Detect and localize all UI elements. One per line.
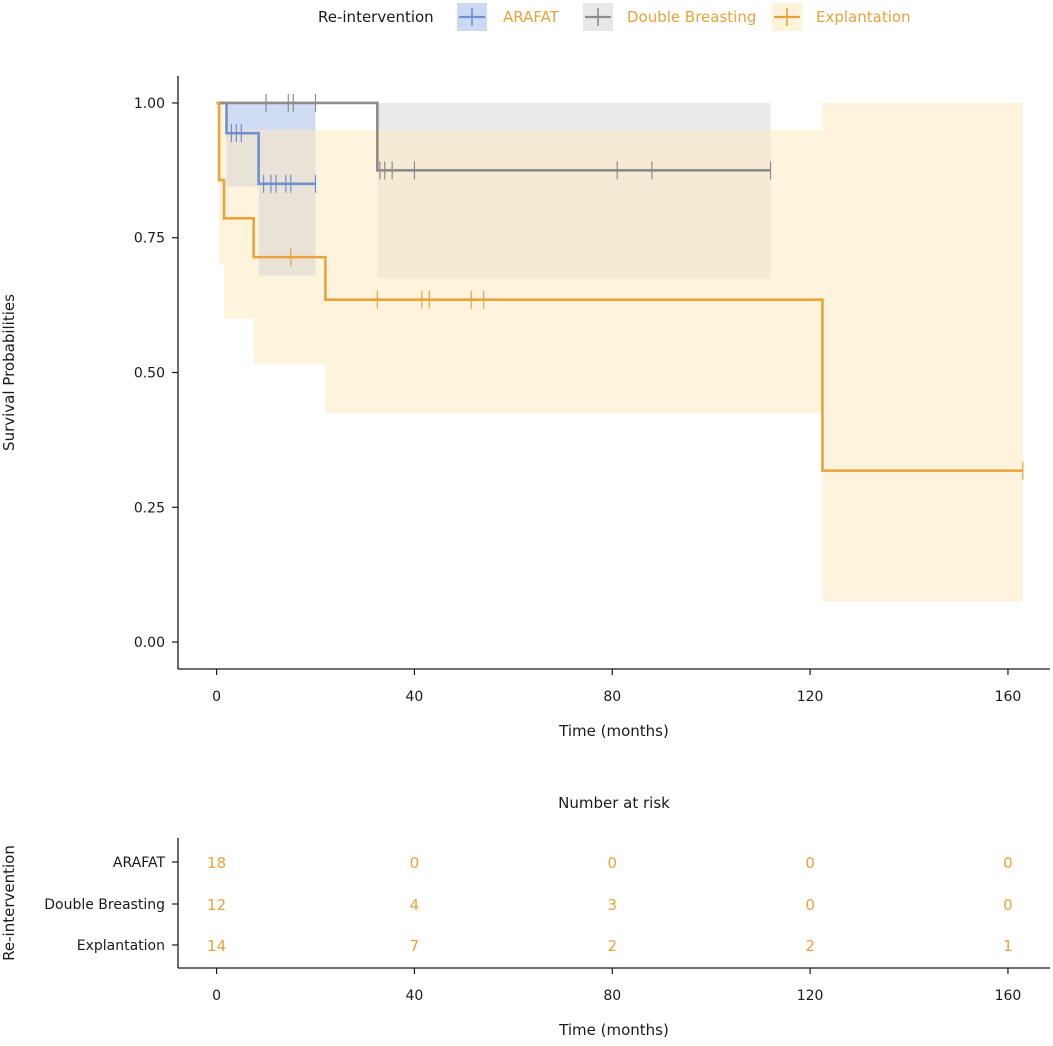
survival-plot: 0.00 0.25 0.50 0.75 1.00 0 40 80 120 160 Time (mon… (0, 76, 1050, 740)
x-tick-label: 0 (212, 689, 221, 705)
y-tick-label: 0.75 (134, 231, 165, 247)
risk-row-label: ARAFAT (113, 855, 166, 871)
y-tick-label: 0.00 (134, 635, 165, 651)
risk-x-tick-label: 120 (797, 988, 824, 1004)
risk-count: 0 (1003, 896, 1013, 914)
x-tick-label: 120 (797, 689, 824, 705)
risk-row-label: Explantation (77, 938, 165, 954)
risk-count: 0 (805, 854, 815, 872)
risk-count: 0 (805, 896, 815, 914)
ci-band-explantation (223, 129, 254, 319)
risk-row-arafat: ARAFAT 18 0 0 0 0 (113, 854, 1013, 872)
legend-item-explantation: Explantation (772, 3, 911, 31)
risk-x-tick-label: 0 (212, 988, 221, 1004)
legend-label: ARAFAT (503, 8, 560, 26)
risk-count: 1 (1003, 937, 1013, 955)
risk-y-axis-title: Re-intervention (0, 845, 18, 961)
risk-count: 0 (607, 854, 617, 872)
risk-x-tick-label: 160 (995, 988, 1022, 1004)
risk-count: 2 (805, 937, 815, 955)
x-axis-title: Time (months) (558, 722, 669, 740)
risk-x-tick-label: 40 (406, 988, 424, 1004)
survival-line-explantation (216, 101, 1023, 472)
risk-count: 0 (1003, 854, 1013, 872)
risk-row-label: Double Breasting (44, 897, 165, 913)
risk-count: 2 (607, 937, 617, 955)
risk-count: 18 (207, 854, 226, 872)
risk-count: 7 (410, 937, 420, 955)
risk-count: 0 (410, 854, 420, 872)
y-tick-label: 0.25 (134, 500, 165, 516)
legend-label: Explantation (816, 8, 911, 26)
ci-band-explantation (219, 102, 224, 265)
risk-count: 12 (207, 896, 226, 914)
legend-item-arafat: ARAFAT (457, 3, 560, 31)
y-tick-label: 0.50 (134, 366, 165, 382)
legend-label: Double Breasting (627, 8, 756, 26)
risk-table-title: Number at risk (558, 794, 670, 812)
x-tick-label: 40 (406, 689, 424, 705)
risk-row-double-breasting: Double Breasting 12 4 3 0 0 (44, 896, 1012, 914)
survival-line-double-breasting (216, 101, 771, 172)
risk-count: 14 (207, 937, 226, 955)
legend-title: Re-intervention (318, 8, 434, 26)
censor-marks (230, 93, 1024, 480)
risk-x-tick-label: 80 (603, 988, 621, 1004)
ci-band-explantation (822, 102, 1023, 602)
x-tick-label: 80 (603, 689, 621, 705)
risk-count: 4 (410, 896, 420, 914)
y-axis-title: Survival Probabilities (0, 294, 18, 451)
ci-band-explantation (325, 129, 823, 413)
legend: Re-intervention ARAFAT Double Breasting Exp… (318, 3, 911, 31)
risk-count: 3 (607, 896, 617, 914)
survival-curves (216, 101, 1023, 472)
x-tick-label: 160 (995, 689, 1022, 705)
confidence-bands (216, 102, 1023, 602)
plot-axes: 0.00 0.25 0.50 0.75 1.00 0 40 80 120 160 Time (mon… (0, 76, 1050, 740)
risk-x-axis-title: Time (months) (558, 1021, 669, 1039)
risk-row-explantation: Explantation 14 7 2 2 1 (77, 937, 1013, 955)
y-tick-label: 1.00 (134, 96, 165, 112)
legend-item-double-breasting: Double Breasting (583, 3, 756, 31)
ci-band-explantation (253, 129, 326, 365)
